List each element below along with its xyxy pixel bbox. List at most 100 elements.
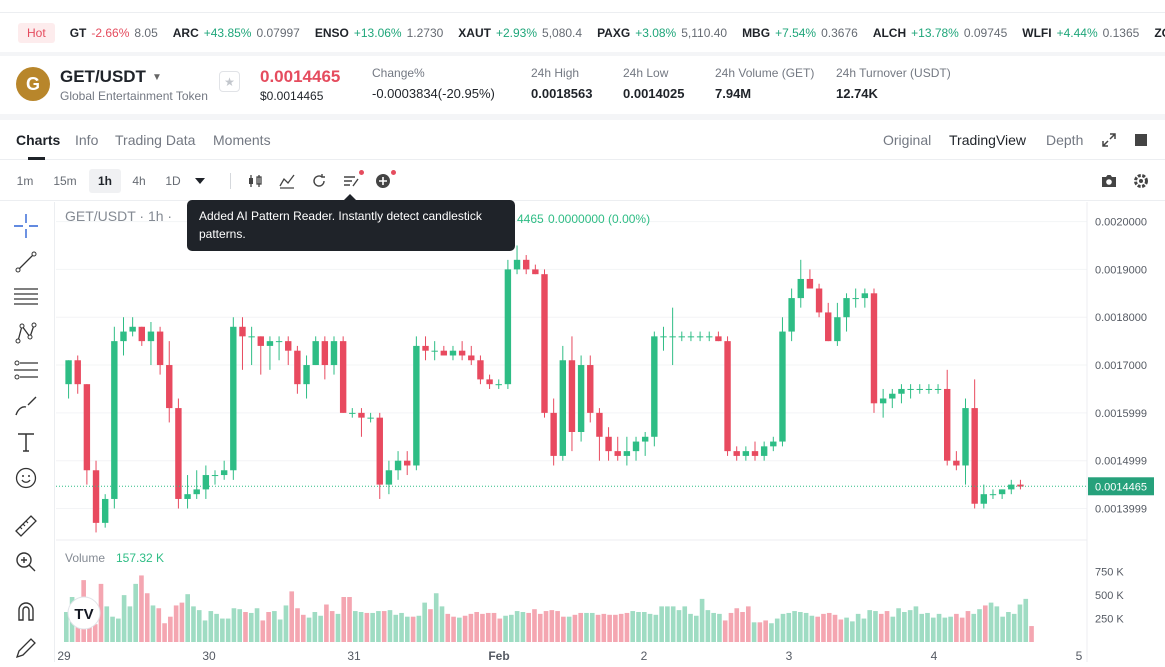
time-tick-label: 5: [1076, 649, 1083, 662]
pair-selector[interactable]: GET/USDT ▼: [60, 67, 162, 87]
candle-body: [349, 412, 356, 414]
candle-body: [413, 345, 420, 466]
ticker-price: 5,080.4: [542, 25, 583, 40]
settings-gear-icon[interactable]: [1130, 170, 1152, 192]
candle-body: [934, 388, 942, 390]
candle-body: [257, 336, 264, 346]
ruler-icon[interactable]: [13, 513, 39, 539]
timeframe-15m[interactable]: 15m: [53, 174, 77, 188]
ticker-item[interactable]: GT -2.66% 8.05: [70, 26, 158, 40]
candle-type-icon[interactable]: [244, 170, 266, 192]
last-price-tag-label: 0.0014465: [1095, 481, 1147, 493]
time-tick-label: 29: [57, 649, 71, 662]
volume-bar: [497, 618, 503, 642]
volume-bar: [306, 617, 312, 642]
candle-body: [779, 331, 786, 442]
trend-line-icon[interactable]: [13, 249, 39, 275]
ticker-item[interactable]: ALCH +13.78% 0.09745: [873, 26, 1007, 40]
candle-body: [1008, 484, 1015, 490]
timeframe-1d[interactable]: 1D: [165, 174, 181, 188]
volume-bar: [821, 613, 826, 642]
volume-bar: [965, 611, 971, 642]
timeframe-dropdown-icon[interactable]: [189, 170, 211, 192]
tab-info[interactable]: Info: [75, 132, 99, 148]
candle-body: [733, 451, 740, 456]
ticker-item[interactable]: WLFI +4.44% 0.1365: [1022, 26, 1139, 40]
volume-bar: [173, 605, 179, 642]
layout-icon[interactable]: [1130, 129, 1152, 151]
candle-body: [632, 441, 640, 452]
volume-bar: [92, 624, 98, 642]
ticker-change: +13.78%: [911, 25, 959, 40]
stat-volume-label: 24h Volume (GET): [715, 66, 815, 80]
text-tool-icon[interactable]: [13, 429, 39, 455]
volume-bar: [514, 611, 520, 642]
add-icon[interactable]: [372, 170, 396, 192]
volume-bar: [121, 595, 127, 642]
fullscreen-icon[interactable]: [1098, 129, 1120, 151]
pattern-reader-icon[interactable]: [340, 170, 364, 192]
ticker-item[interactable]: ARC +43.85% 0.07997: [173, 26, 300, 40]
fibonacci-icon[interactable]: [13, 357, 39, 383]
ticker-change: -2.66%: [91, 25, 130, 40]
volume-bar: [566, 616, 572, 642]
candle-body: [852, 298, 859, 300]
candle-body: [678, 336, 685, 338]
time-axis: 29 30 31 Feb 2 3 4 5: [57, 649, 1083, 663]
timeframe-1h[interactable]: 1h: [89, 169, 121, 193]
camera-icon[interactable]: [1098, 170, 1120, 192]
pencil-lock-icon[interactable]: [13, 635, 39, 661]
zoom-in-icon[interactable]: [13, 549, 39, 575]
tradingview-logo[interactable]: TV: [67, 596, 101, 630]
replay-icon[interactable]: [308, 170, 330, 192]
favorite-star-icon[interactable]: ★: [219, 71, 240, 92]
volume-bar: [740, 612, 745, 642]
drawing-toolbar: [0, 202, 55, 662]
chart-canvas[interactable]: 0.0020000 0.0019000 0.0018000 0.0017000 0.00…: [56, 202, 1165, 663]
last-price-usd: $0.0014465: [260, 89, 324, 103]
volume-bar: [977, 609, 982, 642]
volume-bar: [272, 611, 277, 642]
volume-bar: [1006, 612, 1011, 642]
ticker-item[interactable]: PAXG +3.08% 5,110.40: [597, 26, 727, 40]
view-tradingview[interactable]: TradingView: [949, 132, 1027, 148]
timeframe-4h[interactable]: 4h: [132, 174, 146, 188]
ticker-price: 1.2730: [406, 25, 444, 40]
tab-trading-data[interactable]: Trading Data: [115, 132, 196, 148]
pattern-tool-icon[interactable]: [13, 320, 39, 346]
view-depth[interactable]: Depth: [1046, 132, 1084, 148]
ticker-item[interactable]: MBG +7.54% 0.3676: [742, 26, 858, 40]
tab-moments[interactable]: Moments: [213, 132, 271, 148]
hot-tag[interactable]: Hot: [18, 22, 55, 43]
volume-bar: [324, 604, 329, 642]
indicators-icon[interactable]: [276, 170, 298, 192]
candle-body: [742, 451, 750, 456]
volume-bar: [653, 614, 659, 642]
volume-bar: [578, 612, 584, 642]
ticker-item[interactable]: ENSO +13.06% 1.2730: [315, 26, 443, 40]
timeframe-1m[interactable]: 1m: [16, 174, 34, 188]
candle-body: [1017, 484, 1024, 487]
volume-bar: [543, 611, 549, 642]
candle-body: [843, 298, 850, 318]
volume-bar: [405, 616, 410, 642]
ticker-item[interactable]: ZORA: [1154, 26, 1165, 40]
crosshair-icon[interactable]: [13, 213, 39, 239]
ticker-item[interactable]: XAUT +2.93% 5,080.4: [458, 26, 582, 40]
magnet-icon[interactable]: [13, 598, 39, 624]
volume-bar: [722, 620, 728, 642]
view-original[interactable]: Original: [883, 132, 932, 148]
separator: [0, 52, 1165, 56]
parallel-lines-icon[interactable]: [13, 284, 39, 310]
emoji-icon[interactable]: [13, 465, 39, 491]
candle-body: [870, 293, 878, 404]
price-chart[interactable]: 0.0020000 0.0019000 0.0018000 0.0017000 0.00…: [56, 202, 1165, 663]
tab-charts[interactable]: Charts: [16, 132, 61, 160]
brush-icon[interactable]: [13, 393, 39, 419]
stat-turnover-label: 24h Turnover (USDT): [836, 66, 951, 80]
volume-bar: [64, 612, 69, 642]
candle-body: [156, 331, 164, 366]
candle-body: [422, 345, 429, 351]
volume-bar: [526, 612, 532, 642]
candle-body: [797, 278, 804, 299]
